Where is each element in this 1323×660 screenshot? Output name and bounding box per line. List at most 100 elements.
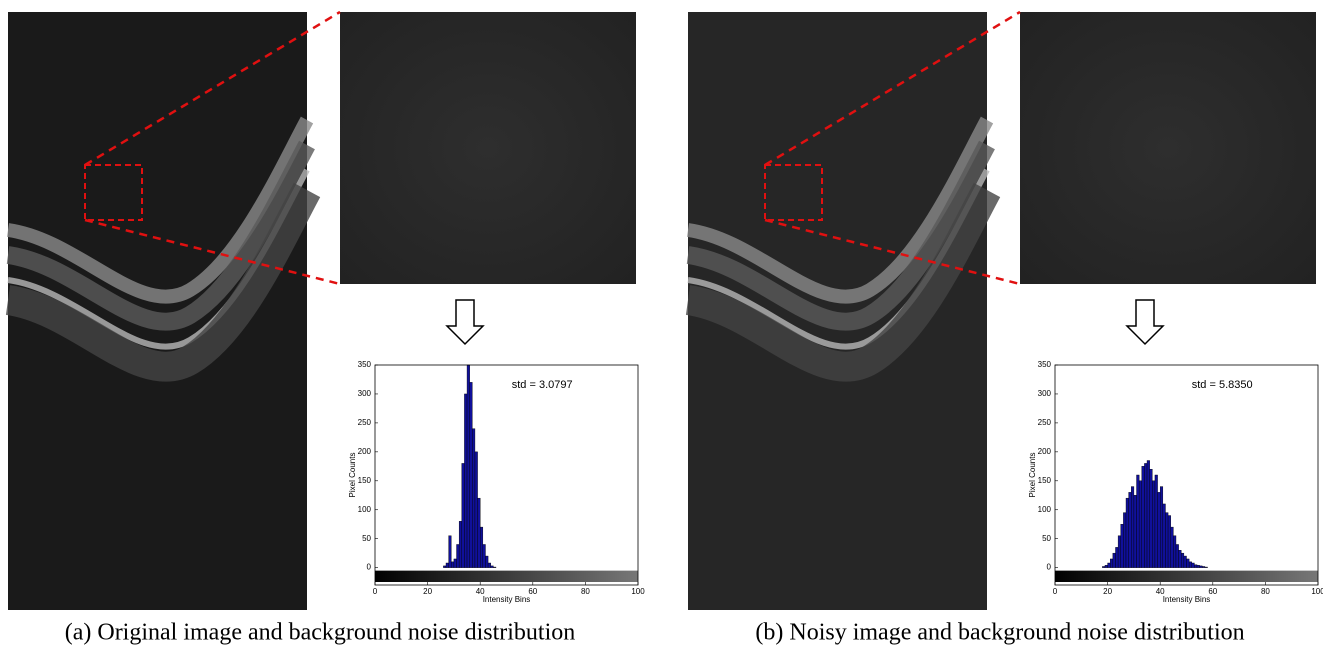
hist-bar bbox=[1112, 552, 1116, 568]
y-tick-label: 100 bbox=[1038, 505, 1052, 514]
x-axis-label: Intensity Bins bbox=[1163, 595, 1211, 604]
x-tick-label: 100 bbox=[1311, 587, 1323, 596]
hist-bar bbox=[482, 544, 486, 568]
hist-bar bbox=[1159, 486, 1164, 568]
hist-bar bbox=[1149, 469, 1153, 568]
hist-bar bbox=[445, 562, 449, 568]
hist-bar bbox=[487, 562, 491, 568]
hist-bar bbox=[1199, 565, 1203, 568]
hist-bar bbox=[490, 565, 494, 568]
hist-bar bbox=[1181, 552, 1185, 568]
hist-bar bbox=[1152, 480, 1156, 568]
x-tick-label: 20 bbox=[1103, 587, 1112, 596]
hist-bar bbox=[474, 451, 478, 568]
hist-bar bbox=[472, 428, 476, 568]
hist-bar bbox=[1133, 495, 1137, 568]
y-axis-label: Pixel Counts bbox=[348, 453, 357, 498]
hist-bar bbox=[1157, 492, 1161, 568]
hist-bar bbox=[453, 558, 457, 568]
caption: (b) Noisy image and background noise dis… bbox=[755, 620, 1244, 646]
retina-layer bbox=[6, 140, 315, 331]
hist-bar bbox=[1146, 460, 1150, 568]
hist-bar bbox=[1165, 512, 1169, 568]
x-tick-label: 80 bbox=[1261, 587, 1270, 596]
hist-bar bbox=[493, 566, 497, 568]
y-tick-label: 200 bbox=[1038, 447, 1052, 456]
y-tick-label: 300 bbox=[1038, 389, 1052, 398]
hist-bar bbox=[1138, 480, 1142, 568]
hist-bar bbox=[1173, 535, 1177, 568]
annotation: std = 5.8350 bbox=[1192, 379, 1253, 391]
y-tick-label: 350 bbox=[1038, 360, 1052, 369]
hist-bar bbox=[1186, 558, 1190, 568]
colorbar bbox=[1055, 570, 1318, 582]
hist-bar bbox=[1125, 497, 1129, 568]
hist-bar bbox=[1202, 566, 1206, 568]
hist-bar bbox=[443, 565, 447, 568]
retina-layer bbox=[6, 116, 314, 304]
y-tick-label: 200 bbox=[358, 447, 372, 456]
roi-box bbox=[764, 164, 823, 221]
plot-frame bbox=[374, 364, 639, 586]
x-tick-label: 0 bbox=[1053, 587, 1058, 596]
y-tick-label: 150 bbox=[1038, 476, 1052, 485]
hist-bar bbox=[1131, 486, 1135, 568]
roi-link bbox=[764, 10, 1021, 167]
retina-layer bbox=[685, 182, 1001, 382]
hist-bar bbox=[1117, 535, 1121, 568]
hist-bar bbox=[469, 382, 473, 568]
down-arrow bbox=[1125, 299, 1165, 346]
hist-bar bbox=[1194, 564, 1198, 568]
x-axis-label: Intensity Bins bbox=[483, 595, 531, 604]
y-tick-label: 250 bbox=[1038, 418, 1052, 427]
x-tick-label: 60 bbox=[1208, 587, 1217, 596]
hist-bar bbox=[1162, 503, 1166, 568]
hist-bar bbox=[1102, 566, 1106, 568]
hist-bar bbox=[1128, 492, 1132, 568]
x-tick-label: 0 bbox=[373, 587, 378, 596]
hist-bar bbox=[480, 526, 484, 568]
down-arrow bbox=[445, 299, 485, 346]
hist-bar bbox=[466, 364, 470, 568]
hist-bar bbox=[1136, 474, 1140, 568]
hist-bar bbox=[1104, 565, 1108, 568]
x-tick-label: 20 bbox=[423, 587, 432, 596]
y-tick-label: 300 bbox=[358, 389, 372, 398]
hist-bar bbox=[1107, 562, 1111, 568]
y-tick-label: 0 bbox=[1047, 563, 1052, 572]
y-tick-label: 150 bbox=[358, 476, 372, 485]
y-axis-label: Pixel Counts bbox=[1028, 453, 1037, 498]
y-tick-label: 50 bbox=[362, 534, 371, 543]
hist-bar bbox=[1175, 544, 1179, 568]
zoom-image bbox=[340, 12, 636, 284]
hist-bar bbox=[1110, 558, 1114, 568]
y-tick-label: 250 bbox=[358, 418, 372, 427]
hist-bar bbox=[1170, 526, 1174, 568]
hist-bar bbox=[1178, 550, 1182, 568]
y-tick-label: 0 bbox=[367, 563, 372, 572]
hist-bar bbox=[1196, 565, 1200, 568]
roi-link bbox=[84, 218, 341, 286]
plot-frame bbox=[1054, 364, 1319, 586]
roi-link bbox=[84, 10, 341, 167]
y-tick-label: 100 bbox=[358, 505, 372, 514]
hist-bar bbox=[461, 463, 465, 568]
roi-box bbox=[84, 164, 143, 221]
hist-bar bbox=[1115, 547, 1119, 568]
hist-bar bbox=[485, 555, 489, 568]
hist-bar bbox=[1204, 566, 1208, 568]
zoom-image bbox=[1020, 12, 1316, 284]
retina-layer bbox=[686, 116, 994, 304]
hist-bar bbox=[1183, 555, 1187, 568]
y-tick-label: 350 bbox=[358, 360, 372, 369]
caption: (a) Original image and background noise … bbox=[65, 620, 576, 646]
x-tick-label: 40 bbox=[476, 587, 485, 596]
roi-link bbox=[764, 218, 1021, 286]
hist-bar bbox=[1141, 466, 1145, 568]
hist-bar bbox=[464, 393, 468, 568]
x-tick-label: 60 bbox=[528, 587, 537, 596]
annotation: std = 3.0797 bbox=[512, 379, 573, 391]
y-tick-label: 50 bbox=[1042, 534, 1051, 543]
